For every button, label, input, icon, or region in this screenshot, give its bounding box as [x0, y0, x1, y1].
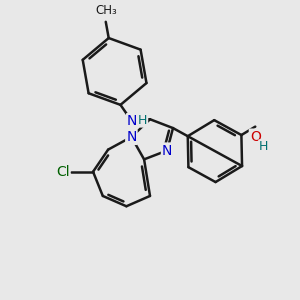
Text: Cl: Cl — [56, 165, 70, 179]
Text: H: H — [259, 140, 268, 153]
Text: N: N — [127, 114, 137, 128]
Text: O: O — [250, 130, 261, 144]
Text: N: N — [162, 143, 172, 158]
Text: N: N — [126, 130, 136, 144]
Text: H: H — [138, 114, 148, 127]
Text: CH₃: CH₃ — [95, 4, 117, 17]
